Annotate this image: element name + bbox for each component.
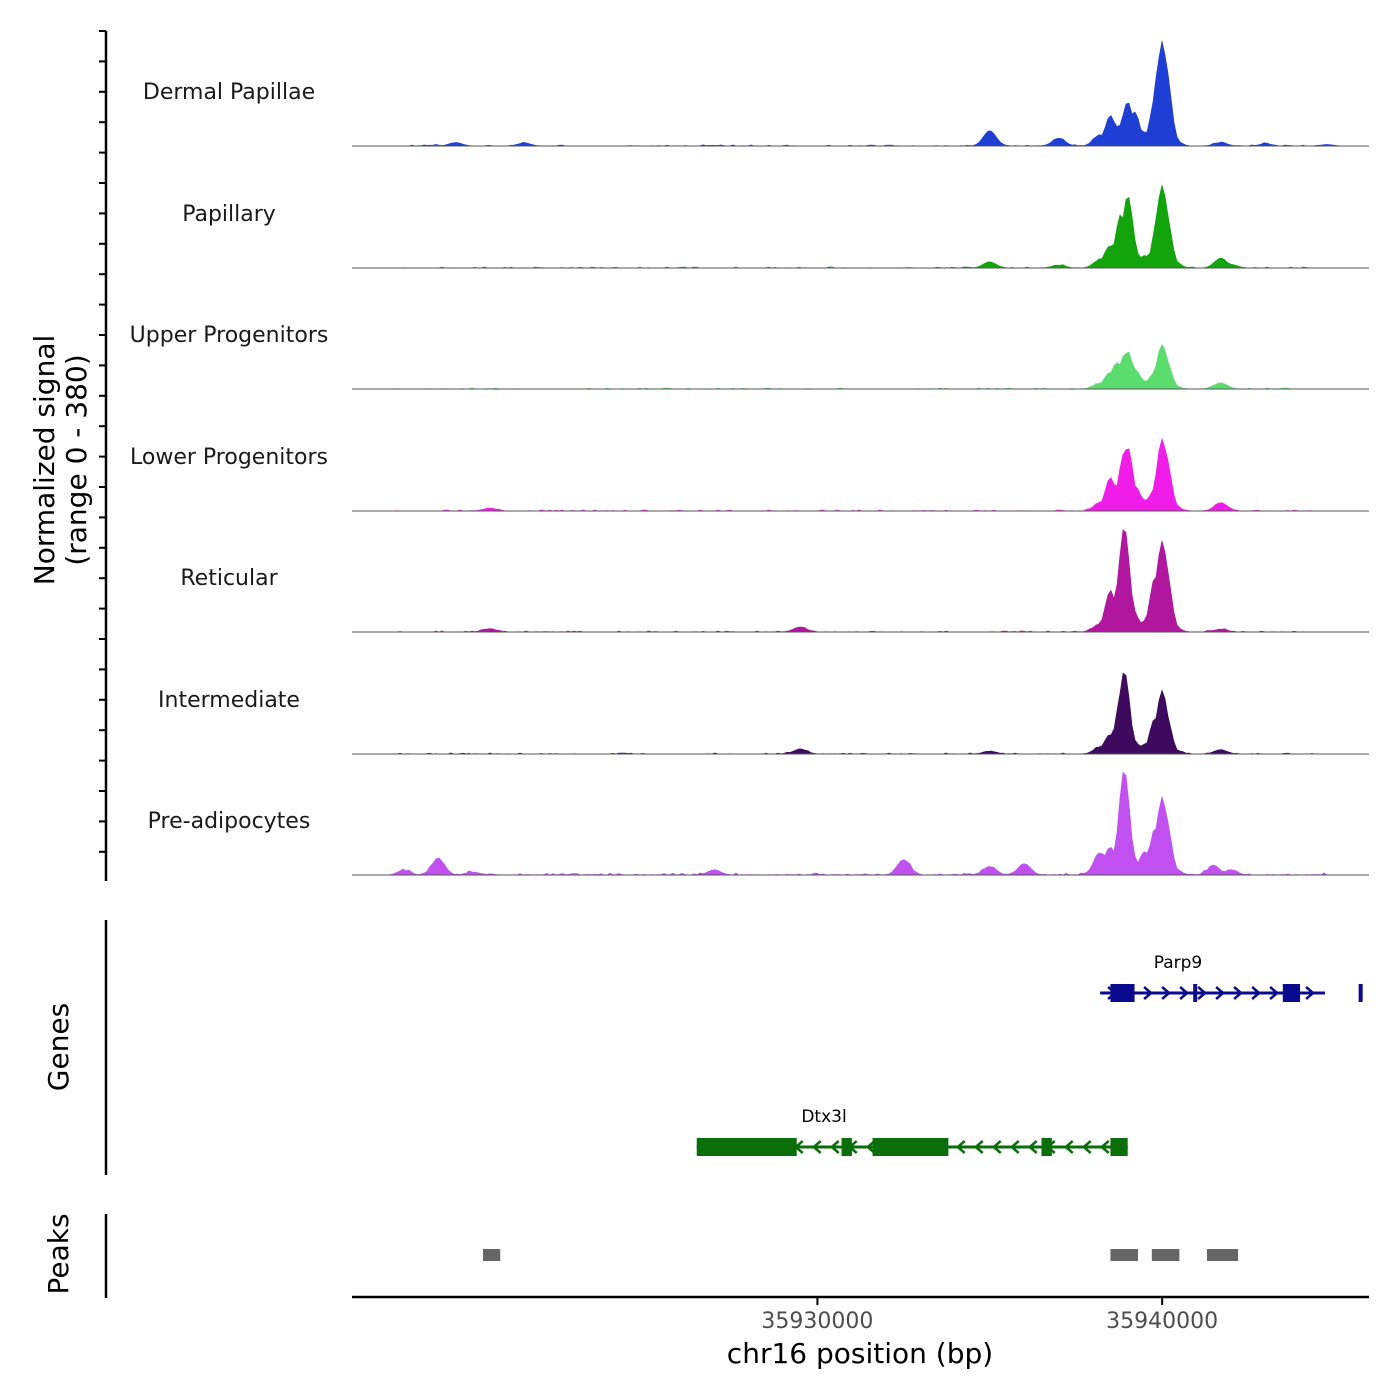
signal-area: [352, 437, 1369, 512]
strand-chevron: [811, 1140, 822, 1154]
signal-y-ticks: [99, 30, 106, 853]
track-label: Pre-adipocytes: [148, 809, 311, 834]
strand-chevron: [1063, 1140, 1074, 1154]
strand-chevron: [1161, 986, 1172, 1000]
y-axis-title-line2: (range 0 - 380): [60, 354, 93, 565]
strand-chevron: [1251, 986, 1262, 1000]
strand-chevron: [1027, 1140, 1038, 1154]
signal-track: Reticular: [180, 529, 1369, 633]
signal-area: [352, 40, 1369, 147]
gene-exon: [1193, 984, 1198, 1002]
strand-chevron: [955, 1140, 966, 1154]
y-axis-title-line1: Normalized signal: [28, 335, 61, 586]
gene-label: Dtx3l: [801, 1107, 846, 1127]
signal-track: Pre-adipocytes: [148, 771, 1369, 876]
x-tick-label: 35940000: [1106, 1309, 1218, 1334]
gene-exon: [1282, 984, 1301, 1002]
gene-label: Parp9: [1154, 953, 1203, 973]
signal-track: Intermediate: [158, 672, 1369, 755]
strand-chevron: [1179, 986, 1190, 1000]
strand-chevron: [1143, 986, 1154, 1000]
signal-tracks: Dermal Papillae Papillary Upper Progenitor…: [130, 40, 1369, 876]
gene-model: Parp9: [1100, 953, 1363, 1002]
peaks-track: [483, 1249, 1238, 1261]
strand-chevron: [1233, 986, 1244, 1000]
signal-y-axis-title: Normalized signal (range 0 - 380): [28, 335, 93, 586]
track-label: Upper Progenitors: [130, 323, 329, 348]
strand-chevron: [1009, 1140, 1020, 1154]
genes-track: Parp9 Dtx3l: [696, 953, 1363, 1156]
peaks-track-title: Peaks: [42, 1213, 75, 1294]
signal-area: [352, 771, 1369, 876]
signal-track: Upper Progenitors: [130, 323, 1369, 390]
peak-region: [483, 1249, 501, 1261]
signal-area: [352, 672, 1369, 755]
x-axis-title: chr16 position (bp): [727, 1337, 993, 1370]
gene-exon: [1110, 984, 1135, 1002]
gene-model: Dtx3l: [696, 1107, 1128, 1156]
peak-region: [1206, 1249, 1238, 1261]
x-axis-ticks: 35930000 35940000: [761, 1297, 1218, 1334]
signal-area: [352, 185, 1369, 269]
signal-track: Dermal Papillae: [143, 40, 1369, 147]
peak-region: [1151, 1249, 1180, 1261]
strand-chevron: [1197, 986, 1208, 1000]
strand-chevron: [1269, 986, 1280, 1000]
peak-region: [1110, 1249, 1139, 1261]
gene-exon: [1041, 1138, 1052, 1156]
strand-chevron: [1305, 986, 1316, 1000]
signal-track: Papillary: [182, 185, 1369, 269]
strand-chevron: [1099, 1140, 1110, 1154]
gene-exon: [696, 1138, 797, 1156]
gene-exon: [1358, 984, 1363, 1002]
strand-chevron: [829, 1140, 840, 1154]
track-label: Papillary: [182, 202, 276, 227]
signal-area: [352, 529, 1369, 633]
gene-exon: [872, 1138, 949, 1156]
signal-track: Lower Progenitors: [130, 437, 1369, 512]
strand-chevron: [991, 1140, 1002, 1154]
track-label: Reticular: [180, 566, 278, 591]
gene-exon: [841, 1138, 852, 1156]
strand-chevron: [973, 1140, 984, 1154]
strand-chevron: [1081, 1140, 1092, 1154]
track-label: Lower Progenitors: [130, 445, 328, 470]
gene-exon: [1110, 1138, 1128, 1156]
strand-chevron: [865, 1140, 876, 1154]
track-label: Dermal Papillae: [143, 80, 315, 105]
signal-area: [352, 343, 1369, 390]
strand-chevron: [1215, 986, 1226, 1000]
track-label: Intermediate: [158, 688, 300, 713]
x-tick-label: 35930000: [761, 1309, 873, 1334]
genes-track-title: Genes: [42, 1003, 75, 1091]
